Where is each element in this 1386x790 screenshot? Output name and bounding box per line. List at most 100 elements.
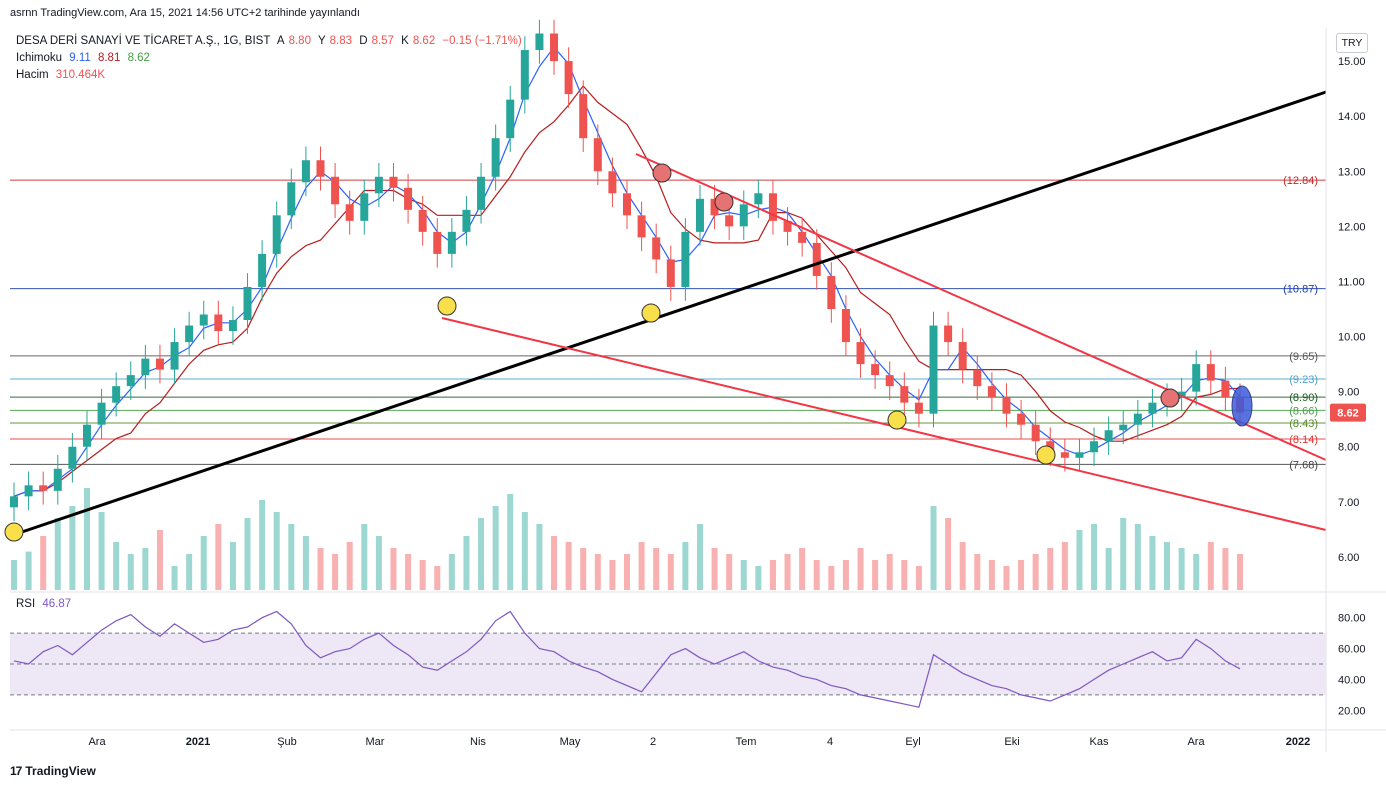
time-tick-label: Ara <box>88 736 106 748</box>
candle-body <box>243 286 252 321</box>
volume-bar <box>259 500 266 590</box>
candle-body <box>301 160 310 183</box>
volume-bar <box>69 506 76 590</box>
rsi-legend: RSI 46.87 <box>16 598 75 610</box>
volume-bar <box>1222 548 1229 590</box>
level-label: (8.66) <box>1289 405 1318 417</box>
time-tick-label: May <box>560 736 581 748</box>
rsi-label: RSI <box>16 598 36 610</box>
level-label: (8.43) <box>1289 418 1318 430</box>
volume-bar <box>551 536 558 590</box>
rsi-value: 46.87 <box>42 598 72 610</box>
time-axis: Ara 2021 Şub Mar Nis May 2 Tem 4 Eyl Eki Kas Ara 2022 <box>88 736 1310 748</box>
candle-body <box>871 364 880 376</box>
volume-bar <box>40 536 47 590</box>
candle-body <box>1221 380 1230 398</box>
volume-bar <box>98 512 105 590</box>
candle-body <box>623 193 631 216</box>
volume-bar <box>872 560 879 590</box>
volume-bar <box>302 536 309 590</box>
yellow-marker <box>887 410 907 430</box>
rsi-line <box>13 610 1241 708</box>
red-marker <box>1160 388 1180 408</box>
price-tick-label: 13.00 <box>1338 166 1366 178</box>
candle-body <box>1090 441 1099 453</box>
price-tick-label: 9.00 <box>1338 387 1359 399</box>
candle-body <box>126 375 135 387</box>
volume-bar <box>390 548 397 590</box>
volume-bar <box>521 512 528 590</box>
candle-body <box>1075 452 1084 458</box>
volume-bar <box>1120 518 1127 590</box>
volume-bar <box>769 560 776 590</box>
candle-body <box>272 215 281 254</box>
candle-body <box>360 193 369 221</box>
candle-body <box>331 176 340 205</box>
candle-body <box>433 231 442 254</box>
time-tick-label: Mar <box>366 736 385 748</box>
volume-bar <box>784 554 791 590</box>
volume-legend: Hacim 310.464K <box>16 69 109 81</box>
volume-bar <box>25 551 32 590</box>
candle-body <box>170 342 179 370</box>
time-tick-label: Eki <box>1004 736 1019 748</box>
volume-bar <box>813 560 820 590</box>
volume-value: 310.464K <box>55 69 106 81</box>
tradingview-logo-icon: 17 <box>10 764 22 778</box>
candle-body <box>404 187 413 210</box>
candle-body <box>827 275 836 309</box>
candle-body <box>768 193 777 221</box>
candle-body <box>10 496 18 508</box>
candle-body <box>929 325 938 414</box>
candle-body <box>1104 430 1113 442</box>
candle-body <box>973 369 982 387</box>
currency-button[interactable]: TRY <box>1336 33 1368 53</box>
red-marker <box>652 163 672 183</box>
volume-bar <box>945 518 952 590</box>
volume-bar <box>667 554 674 590</box>
volume-bar <box>726 554 733 590</box>
candle-body <box>82 424 91 447</box>
candle-body <box>987 386 996 398</box>
candle-body <box>856 342 865 365</box>
candle-body <box>535 33 544 51</box>
volume-bar <box>463 536 470 590</box>
volume-bar <box>740 560 747 590</box>
time-tick-label: Şub <box>277 736 297 748</box>
time-tick-label: 4 <box>827 736 833 748</box>
candle-body <box>637 215 646 238</box>
volume-bar <box>215 524 222 590</box>
volume-bar <box>478 518 485 590</box>
horizontal-levels: (12.84)(10.87)(9.65)(9.23)(8.90)(8.66)(8… <box>10 175 1326 471</box>
volume-bar <box>156 530 163 590</box>
candle-body <box>944 325 953 343</box>
candle-body <box>695 198 704 232</box>
volume-bar <box>828 566 835 590</box>
volume-bar <box>492 506 499 590</box>
candle-body <box>1119 424 1128 431</box>
volume-bar <box>959 542 966 590</box>
time-tick-label: Kas <box>1090 736 1109 748</box>
level-label: (9.65) <box>1289 351 1318 363</box>
candle-body <box>258 253 267 287</box>
volume-bar <box>229 542 236 590</box>
volume-bar <box>273 512 280 590</box>
volume-bar <box>857 548 864 590</box>
rsi-pane: 80.00 60.00 40.00 20.00 <box>10 610 1366 717</box>
volume-bar <box>1091 524 1098 590</box>
volume-bar <box>886 554 893 590</box>
time-tick-label: Nis <box>470 736 486 748</box>
volume-bar <box>244 518 251 590</box>
volume-bar <box>682 542 689 590</box>
candle-body <box>155 358 164 370</box>
volume-bar <box>594 554 601 590</box>
candle-body <box>652 237 661 260</box>
candle-body <box>681 231 690 287</box>
volume-bar <box>638 542 645 590</box>
volume-bar <box>375 536 382 590</box>
time-tick-label: Tem <box>736 736 757 748</box>
volume-bar <box>842 560 849 590</box>
symbol-legend: DESA DERİ SANAYİ VE TİCARET A.Ş., 1G, BI… <box>16 35 526 47</box>
price-tick-label: 15.00 <box>1338 56 1366 68</box>
